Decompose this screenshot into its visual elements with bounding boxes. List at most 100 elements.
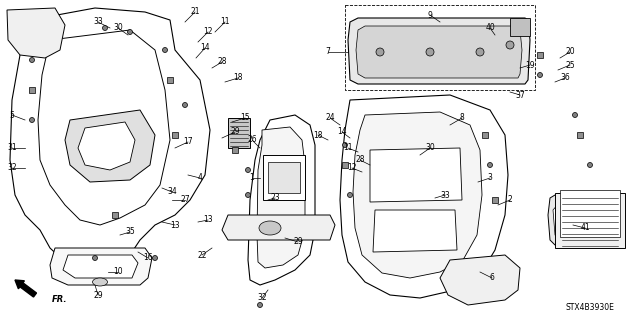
Text: 2: 2: [508, 196, 513, 204]
Text: 41: 41: [580, 224, 590, 233]
Ellipse shape: [476, 48, 484, 56]
Ellipse shape: [93, 278, 108, 286]
Text: 10: 10: [113, 268, 123, 277]
Polygon shape: [268, 162, 300, 193]
Text: 6: 6: [490, 273, 495, 283]
Ellipse shape: [259, 221, 281, 235]
Text: 18: 18: [233, 73, 243, 83]
Text: 23: 23: [270, 194, 280, 203]
Bar: [228, 118, 250, 148]
Text: 7: 7: [326, 48, 330, 56]
Text: 20: 20: [565, 48, 575, 56]
Ellipse shape: [426, 48, 434, 56]
Polygon shape: [78, 122, 135, 170]
Ellipse shape: [29, 57, 35, 63]
Ellipse shape: [182, 102, 188, 108]
Polygon shape: [222, 215, 335, 240]
Text: 33: 33: [440, 190, 450, 199]
Bar: [112, 212, 118, 218]
Text: 12: 12: [348, 164, 356, 173]
Text: 8: 8: [460, 114, 465, 122]
Text: 32: 32: [257, 293, 267, 302]
Polygon shape: [50, 248, 152, 285]
Text: 5: 5: [10, 110, 15, 120]
Bar: [342, 162, 348, 168]
Text: 1: 1: [250, 174, 254, 182]
Text: 19: 19: [525, 61, 535, 70]
Text: 12: 12: [204, 27, 212, 36]
Ellipse shape: [376, 48, 384, 56]
Ellipse shape: [506, 41, 514, 49]
Text: 21: 21: [190, 8, 200, 17]
Ellipse shape: [573, 113, 577, 117]
Text: 33: 33: [93, 18, 103, 26]
Ellipse shape: [102, 26, 108, 31]
Text: 37: 37: [515, 91, 525, 100]
Text: FR.: FR.: [52, 295, 67, 305]
Text: 13: 13: [170, 220, 180, 229]
Text: 29: 29: [93, 291, 103, 300]
Polygon shape: [553, 202, 618, 240]
Text: 40: 40: [485, 24, 495, 33]
Ellipse shape: [127, 29, 132, 34]
Text: 25: 25: [565, 61, 575, 70]
Text: 13: 13: [203, 216, 213, 225]
Text: 29: 29: [293, 238, 303, 247]
Bar: [492, 197, 498, 203]
Bar: [537, 52, 543, 58]
Text: 29: 29: [230, 128, 240, 137]
FancyArrow shape: [15, 280, 36, 297]
Text: 18: 18: [313, 130, 323, 139]
Ellipse shape: [163, 48, 168, 53]
Polygon shape: [373, 210, 457, 252]
Polygon shape: [257, 127, 305, 268]
Bar: [555, 193, 625, 248]
Ellipse shape: [488, 162, 493, 167]
Bar: [167, 77, 173, 83]
Text: 31: 31: [7, 144, 17, 152]
Ellipse shape: [246, 167, 250, 173]
Ellipse shape: [588, 162, 593, 167]
Polygon shape: [548, 195, 625, 245]
Polygon shape: [63, 255, 138, 278]
Text: STX4B3930E: STX4B3930E: [566, 303, 614, 313]
Text: 26: 26: [247, 136, 257, 145]
Text: 30: 30: [113, 24, 123, 33]
Text: 28: 28: [355, 155, 365, 165]
Ellipse shape: [342, 143, 348, 147]
Ellipse shape: [152, 256, 157, 261]
Bar: [232, 147, 238, 153]
Text: 22: 22: [197, 250, 207, 259]
Bar: [560, 190, 620, 237]
Polygon shape: [263, 155, 305, 200]
Polygon shape: [7, 8, 65, 58]
Polygon shape: [353, 112, 482, 278]
Ellipse shape: [93, 256, 97, 261]
Bar: [577, 132, 583, 138]
Text: 27: 27: [180, 196, 190, 204]
Text: 17: 17: [183, 137, 193, 146]
Ellipse shape: [538, 72, 543, 78]
Text: 11: 11: [220, 18, 230, 26]
Polygon shape: [65, 110, 155, 182]
Text: 15: 15: [240, 114, 250, 122]
Text: 11: 11: [343, 144, 353, 152]
Polygon shape: [370, 148, 462, 202]
Bar: [482, 132, 488, 138]
Ellipse shape: [246, 192, 250, 197]
Bar: [172, 132, 178, 138]
Text: 35: 35: [125, 227, 135, 236]
Text: 3: 3: [488, 174, 492, 182]
Text: 34: 34: [167, 188, 177, 197]
Text: 9: 9: [428, 11, 433, 19]
Text: 30: 30: [425, 144, 435, 152]
Bar: [510, 18, 530, 36]
Text: 14: 14: [337, 128, 347, 137]
Text: 14: 14: [200, 43, 210, 53]
Text: 36: 36: [560, 73, 570, 83]
Polygon shape: [356, 26, 522, 78]
Ellipse shape: [257, 302, 262, 308]
Text: 24: 24: [325, 114, 335, 122]
Polygon shape: [348, 18, 530, 84]
Text: 4: 4: [198, 174, 202, 182]
